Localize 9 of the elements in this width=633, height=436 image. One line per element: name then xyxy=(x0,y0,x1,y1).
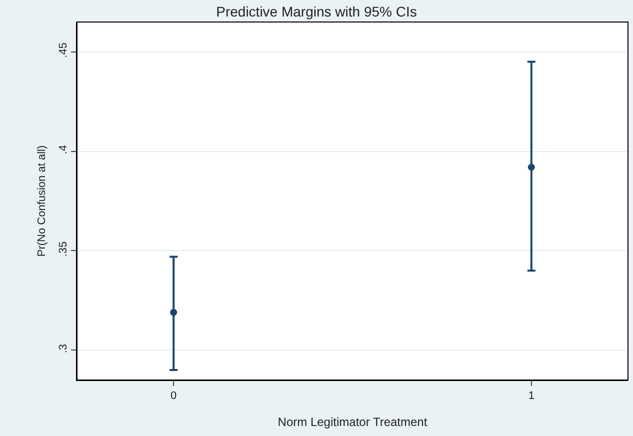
y-tick-label: .45 xyxy=(58,42,70,58)
y-axis-title: Pr(No Confusion at all) xyxy=(36,145,48,257)
x-tick-label: 1 xyxy=(528,390,534,402)
x-tick-label: 0 xyxy=(170,390,177,402)
y-tick-label: .3 xyxy=(58,344,70,354)
y-tick-label: .35 xyxy=(58,241,70,257)
y-tick-label: .4 xyxy=(58,145,70,154)
x-axis-title: Norm Legitimator Treatment xyxy=(278,415,428,429)
chart-title: Predictive Margins with 95% CIs xyxy=(216,3,417,20)
